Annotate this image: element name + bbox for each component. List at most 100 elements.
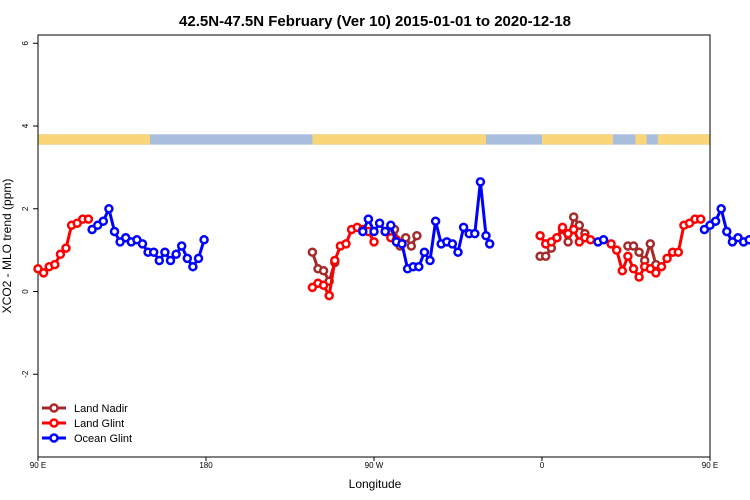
- series-ocean-glint: [87, 177, 750, 274]
- ocean-glint-point: [165, 255, 176, 266]
- ocean-glint-point: [380, 226, 390, 237]
- ocean-glint-point: [109, 226, 120, 237]
- x-tick-label: 90 E: [702, 461, 718, 470]
- x-tick-label: 0: [540, 461, 545, 470]
- ocean-glint-point: [199, 235, 209, 245]
- series-land-glint: [33, 214, 706, 301]
- land-glint-point: [673, 247, 684, 257]
- land-glint-point: [341, 239, 351, 249]
- land-glint-point: [617, 266, 628, 276]
- x-tick-label: 90 E: [30, 461, 46, 470]
- land-glint-point: [330, 255, 340, 266]
- x-axis-label: Longitude: [349, 477, 402, 491]
- ocean-glint-point: [710, 216, 721, 226]
- ocean-glint-point: [369, 226, 379, 237]
- land-glint-point: [651, 268, 661, 278]
- land-nadir-point: [563, 237, 573, 247]
- land-glint-point: [606, 239, 616, 249]
- y-tick-label: 2: [21, 206, 30, 211]
- ocean-glint-point: [397, 239, 407, 249]
- land-band: [38, 134, 150, 145]
- land-glint-point: [623, 251, 633, 262]
- ocean-glint-point: [484, 239, 495, 249]
- land-nadir-point: [406, 241, 417, 251]
- ocean-glint-point: [363, 214, 374, 224]
- y-axis: -2 0 2 4 6: [21, 41, 38, 378]
- land-glint-point: [324, 290, 334, 301]
- ocean-glint-point: [171, 249, 181, 260]
- land-nadir-point: [540, 251, 551, 262]
- land-nadir-point: [318, 266, 329, 276]
- land-band: [635, 134, 647, 145]
- x-tick-label: 90 W: [365, 461, 384, 470]
- land-band: [542, 134, 613, 145]
- x-axis: 90 E 180 90 W 0 90 E: [30, 457, 718, 470]
- land-glint-point: [557, 222, 568, 233]
- legend-item-ocean-glint: Ocean Glint: [42, 433, 132, 445]
- land-glint-point: [662, 253, 672, 264]
- ocean-glint-point: [744, 235, 750, 245]
- land-glint-point: [38, 268, 49, 278]
- ocean-glint-point: [386, 220, 396, 231]
- ocean-glint-point: [458, 222, 469, 233]
- chart-title: 42.5N-47.5N February (Ver 10) 2015-01-01…: [179, 13, 571, 30]
- ocean-glint-point: [182, 253, 193, 264]
- land-glint-point: [634, 272, 644, 282]
- y-tick-label: 4: [21, 123, 30, 128]
- legend-marker: [49, 418, 59, 428]
- y-tick-label: -2: [21, 370, 30, 378]
- land-glint-point: [628, 264, 639, 274]
- ocean-glint-point: [414, 261, 424, 272]
- land-nadir-point: [634, 247, 644, 257]
- ocean-glint-point: [447, 239, 458, 249]
- land-band: [312, 134, 486, 145]
- ocean-glint-point: [481, 230, 491, 241]
- y-tick-label: 0: [21, 289, 30, 294]
- land-ocean-mask: [38, 134, 710, 145]
- ocean-glint-point: [137, 239, 148, 249]
- legend-marker: [49, 433, 59, 443]
- ocean-glint-point: [419, 247, 430, 257]
- ocean-glint-point: [358, 226, 368, 237]
- legend-item-land-nadir: Land Nadir: [42, 403, 128, 415]
- legend-marker: [49, 403, 59, 413]
- ocean-glint-point: [430, 216, 441, 226]
- ocean-glint-point: [453, 247, 463, 257]
- legend: Land Nadir Land Glint Ocean Glint: [42, 403, 132, 445]
- ocean-glint-point: [188, 261, 198, 272]
- land-glint-point: [318, 280, 329, 291]
- land-nadir-point: [568, 212, 579, 222]
- ocean-glint-point: [148, 247, 159, 257]
- ocean-glint-point: [160, 247, 170, 257]
- land-glint-point: [656, 261, 667, 272]
- land-glint-point: [61, 243, 71, 253]
- land-glint-point: [55, 249, 66, 260]
- land-band: [657, 134, 710, 145]
- legend-item-land-glint: Land Glint: [42, 418, 124, 430]
- land-glint-point: [535, 230, 545, 241]
- ocean-glint-point: [598, 235, 609, 245]
- land-nadir-point: [307, 247, 318, 257]
- land-glint-point: [369, 237, 379, 247]
- land-nadir-point: [412, 230, 422, 241]
- ocean-glint-point: [470, 228, 480, 239]
- land-glint-point: [83, 214, 94, 224]
- series-group: [33, 177, 750, 301]
- legend-label: Land Glint: [74, 418, 124, 430]
- y-tick-label: 6: [21, 41, 30, 46]
- ocean-glint-point: [154, 255, 165, 266]
- land-glint-point: [50, 259, 60, 270]
- land-glint-point: [552, 232, 562, 243]
- ocean-glint-point: [716, 204, 726, 214]
- ocean-glint-point: [425, 255, 435, 266]
- ocean-glint-point: [176, 241, 187, 251]
- y-axis-label: XCO2 - MLO trend (ppm): [0, 179, 14, 314]
- land-nadir-point: [628, 241, 639, 251]
- land-glint-point: [695, 214, 706, 224]
- ocean-glint-point: [722, 226, 732, 237]
- land-glint-point: [585, 235, 596, 245]
- ocean-glint-point: [98, 216, 109, 226]
- ocean-glint-point: [374, 218, 385, 228]
- x-tick-label: 180: [199, 461, 213, 470]
